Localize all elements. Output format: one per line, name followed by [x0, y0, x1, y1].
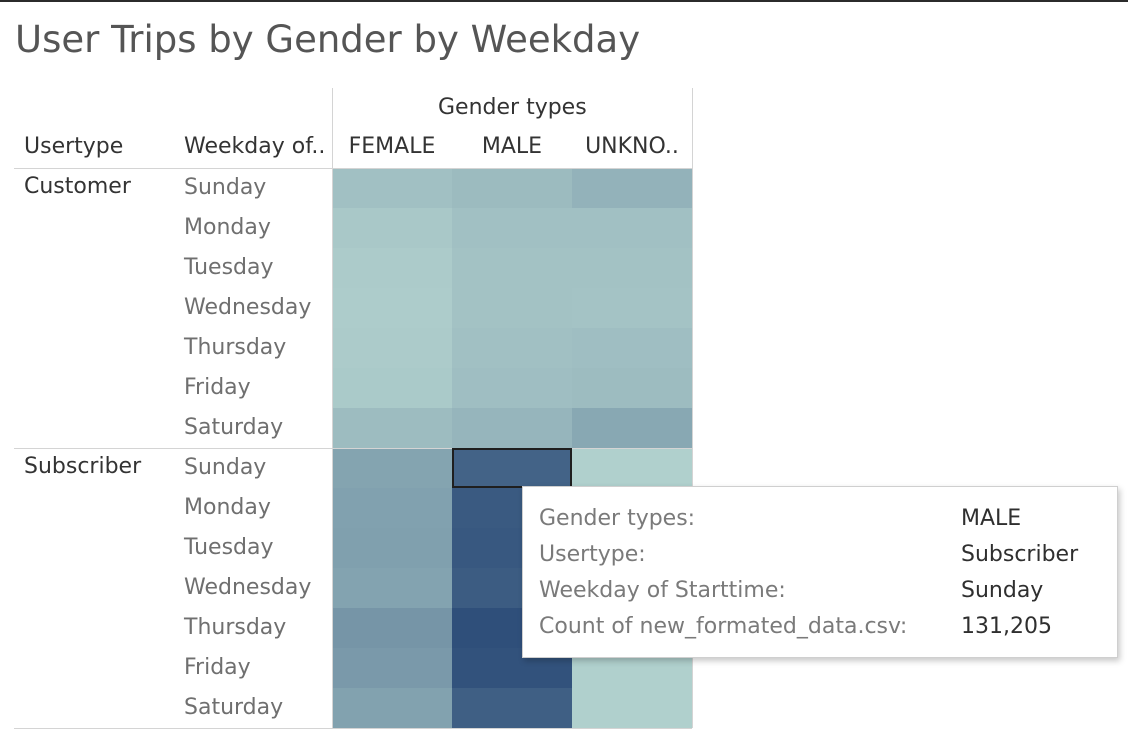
heatmap-cell[interactable] [452, 248, 572, 288]
heatmap-cell[interactable] [452, 288, 572, 328]
tooltip-row-count: Count of new_formated_data.csv: 131,205 [539, 614, 1109, 650]
divider [14, 728, 692, 729]
column-group-header: Gender types [438, 95, 587, 120]
heatmap-cell[interactable] [572, 408, 692, 448]
tooltip-value: 131,205 [961, 614, 1052, 639]
heatmap-cell[interactable] [332, 448, 452, 488]
weekday-label: Sunday [184, 175, 267, 200]
heatmap-cell[interactable] [332, 288, 452, 328]
heatmap-cell[interactable] [572, 448, 692, 488]
heatmap-cell[interactable] [452, 408, 572, 448]
heatmap-cell[interactable] [572, 288, 692, 328]
divider [14, 168, 692, 169]
heatmap-cell[interactable] [572, 248, 692, 288]
tooltip-row-gender: Gender types: MALE [539, 506, 1109, 542]
heatmap-cell[interactable] [332, 328, 452, 368]
tooltip-key: Usertype: [539, 542, 646, 567]
weekday-label: Wednesday [184, 295, 312, 320]
usertype-label-customer: Customer [24, 174, 131, 199]
weekday-label: Sunday [184, 455, 267, 480]
heatmap-cell[interactable] [332, 568, 452, 608]
heatmap-cell[interactable] [332, 368, 452, 408]
heatmap-cell[interactable] [572, 368, 692, 408]
weekday-label: Friday [184, 375, 251, 400]
tooltip-key: Gender types: [539, 506, 696, 531]
weekday-label: Monday [184, 495, 271, 520]
usertype-label-subscriber: Subscriber [24, 454, 142, 479]
heatmap-cell[interactable] [452, 208, 572, 248]
heatmap-cell[interactable] [452, 328, 572, 368]
divider [14, 448, 692, 449]
tooltip-value: Subscriber [961, 542, 1079, 567]
tooltip-value: Sunday [961, 578, 1044, 603]
heatmap-cell[interactable] [572, 168, 692, 208]
heatmap-cell[interactable] [332, 648, 452, 688]
heatmap-cell[interactable] [452, 448, 572, 488]
heatmap-cell[interactable] [332, 408, 452, 448]
tooltip-key: Count of new_formated_data.csv: [539, 614, 908, 639]
weekday-header[interactable]: Weekday of.. [184, 134, 326, 159]
column-header-unkno[interactable]: UNKNO.. [585, 134, 679, 159]
tooltip: Gender types: MALE Usertype: Subscriber … [522, 486, 1118, 658]
weekday-label: Thursday [184, 335, 287, 360]
divider [692, 88, 693, 728]
weekday-label: Saturday [184, 695, 284, 720]
heatmap-cell[interactable] [452, 368, 572, 408]
chart-title: User Trips by Gender by Weekday [15, 18, 641, 61]
heatmap-cell[interactable] [572, 688, 692, 728]
heatmap-cell[interactable] [452, 168, 572, 208]
heatmap-cell[interactable] [332, 488, 452, 528]
tooltip-value: MALE [961, 506, 1022, 531]
weekday-label: Tuesday [184, 255, 274, 280]
heatmap-cell[interactable] [572, 328, 692, 368]
weekday-label: Tuesday [184, 535, 274, 560]
weekday-label: Thursday [184, 615, 287, 640]
heatmap-cell[interactable] [332, 248, 452, 288]
heatmap-cell[interactable] [332, 688, 452, 728]
column-header-female[interactable]: FEMALE [348, 134, 436, 159]
tooltip-row-weekday: Weekday of Starttime: Sunday [539, 578, 1109, 614]
tooltip-key: Weekday of Starttime: [539, 578, 786, 603]
usertype-header[interactable]: Usertype [24, 134, 124, 159]
heatmap-cell[interactable] [332, 608, 452, 648]
heatmap-cell[interactable] [332, 528, 452, 568]
tooltip-row-usertype: Usertype: Subscriber [539, 542, 1109, 578]
heatmap-cell[interactable] [452, 688, 572, 728]
weekday-label: Monday [184, 215, 271, 240]
divider [332, 88, 333, 728]
weekday-label: Friday [184, 655, 251, 680]
column-header-male[interactable]: MALE [481, 134, 543, 159]
weekday-label: Saturday [184, 415, 284, 440]
heatmap-cell[interactable] [332, 168, 452, 208]
top-border [0, 0, 1128, 2]
weekday-label: Wednesday [184, 575, 312, 600]
heatmap-cell[interactable] [572, 208, 692, 248]
heatmap-cell[interactable] [332, 208, 452, 248]
